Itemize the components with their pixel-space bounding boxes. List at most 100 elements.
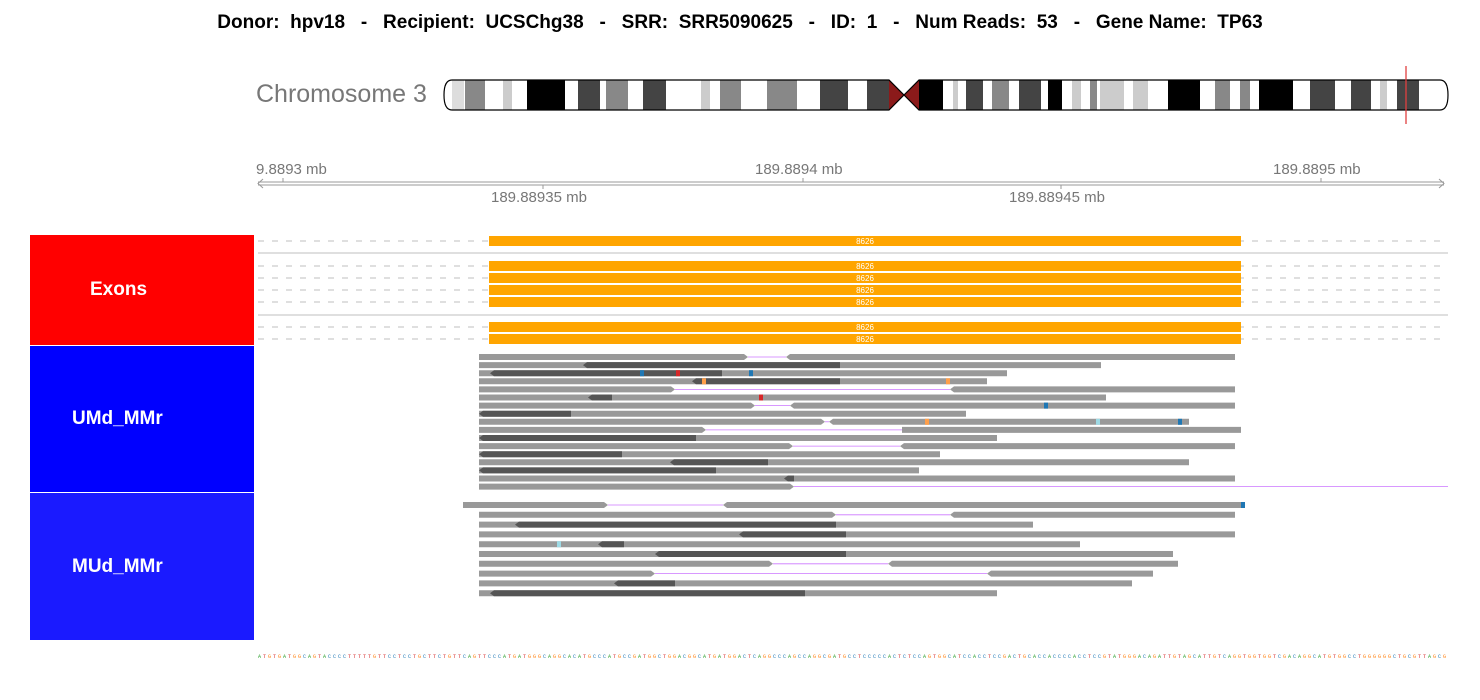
track-label-text: MUd_MMr [72,556,163,577]
ruler-tick-label: 189.88935 mb [491,189,587,206]
cytoband [867,80,889,110]
track-label-umd-mmr[interactable]: UMd_MMr [30,346,254,492]
track-label-exons[interactable]: Exons [30,235,254,345]
cytoband [578,80,600,110]
exon-label: 8626 [856,237,874,246]
cytoband [820,80,848,110]
cytoband [701,80,710,110]
recipient-value: UCSChg38 [485,12,584,33]
mismatch [1241,502,1245,508]
num-reads-value: 53 [1036,12,1058,33]
ruler-tick-label: 189.8894 mb [755,161,843,178]
read [479,386,675,393]
exon-box [489,285,1241,295]
cytoband [465,80,485,110]
id-label: ID: [830,12,857,33]
genomic-ruler [257,178,1445,189]
read [479,459,1189,466]
srr-label: SRR: [621,12,669,33]
read [902,426,1241,433]
exon-box [489,334,1241,344]
cytoband [1215,80,1230,110]
separator: - [893,12,900,33]
read [692,378,840,385]
mismatch [946,378,950,385]
read [655,551,846,557]
exon-label: 8626 [856,274,874,283]
read [987,570,1153,577]
cytoband [1090,80,1097,110]
cytoband [720,80,741,110]
cytoband [966,80,983,110]
ruler-tick-label: 9.8893 mb [256,161,327,178]
mismatch [557,541,561,548]
cytoband [527,80,565,110]
read [479,483,794,490]
ruler-tick-label: 189.8895 mb [1273,161,1361,178]
cytoband [919,80,943,110]
mismatch [1096,418,1100,425]
read [790,402,1235,409]
chromosome-ideogram[interactable] [0,0,1480,140]
exon-box [489,261,1241,271]
alignment-header: Donor: hpv18 - Recipient: UCSChg38 - SRR… [0,12,1480,38]
track-label-mud-mmr[interactable]: MUd_MMr [30,493,254,640]
cytoband [1048,80,1062,110]
read [670,459,768,466]
read [490,590,805,597]
read [463,502,608,508]
cytoband [992,80,1009,110]
exon-label: 8626 [856,335,874,344]
cytoband [452,80,464,110]
read [479,410,571,417]
exon-box [489,273,1241,283]
mismatch [1178,418,1182,425]
exon-label: 8626 [856,262,874,271]
read [479,402,755,409]
read [900,443,1235,450]
gene-name-label: Gene Name: [1095,12,1207,33]
read [739,531,846,538]
cytoband [643,80,666,110]
cytoband [606,80,628,110]
read [515,521,836,528]
mismatch [925,418,929,425]
read [479,354,748,360]
read [723,502,1241,508]
exon-box [489,297,1241,307]
read [950,511,1235,518]
cytoband [1072,80,1081,110]
read [479,541,1080,548]
mismatch [759,394,763,401]
cytoband [1240,80,1250,110]
mismatch [749,370,753,377]
separator: - [360,12,368,33]
read [479,570,655,577]
read [479,394,1106,401]
read [479,443,793,450]
cytoband [1019,80,1041,110]
mismatch [702,378,706,385]
cytoband [503,80,512,110]
mismatch [1044,402,1048,409]
cytoband [1133,80,1148,110]
read [614,580,675,587]
recipient-label: Recipient: [383,12,475,33]
read [479,511,836,518]
exon-label: 8626 [856,298,874,307]
exon-box [489,236,1241,246]
cytoband [1259,80,1293,110]
read [598,541,624,548]
mismatch [640,370,644,377]
read [479,560,773,567]
cytoband [953,80,958,110]
read [479,435,696,441]
cytoband [1310,80,1335,110]
read [583,362,840,369]
track-label-text: UMd_MMr [72,408,163,429]
cytoband [1168,80,1200,110]
ruler-tick-label: 189.88945 mb [1009,189,1105,206]
